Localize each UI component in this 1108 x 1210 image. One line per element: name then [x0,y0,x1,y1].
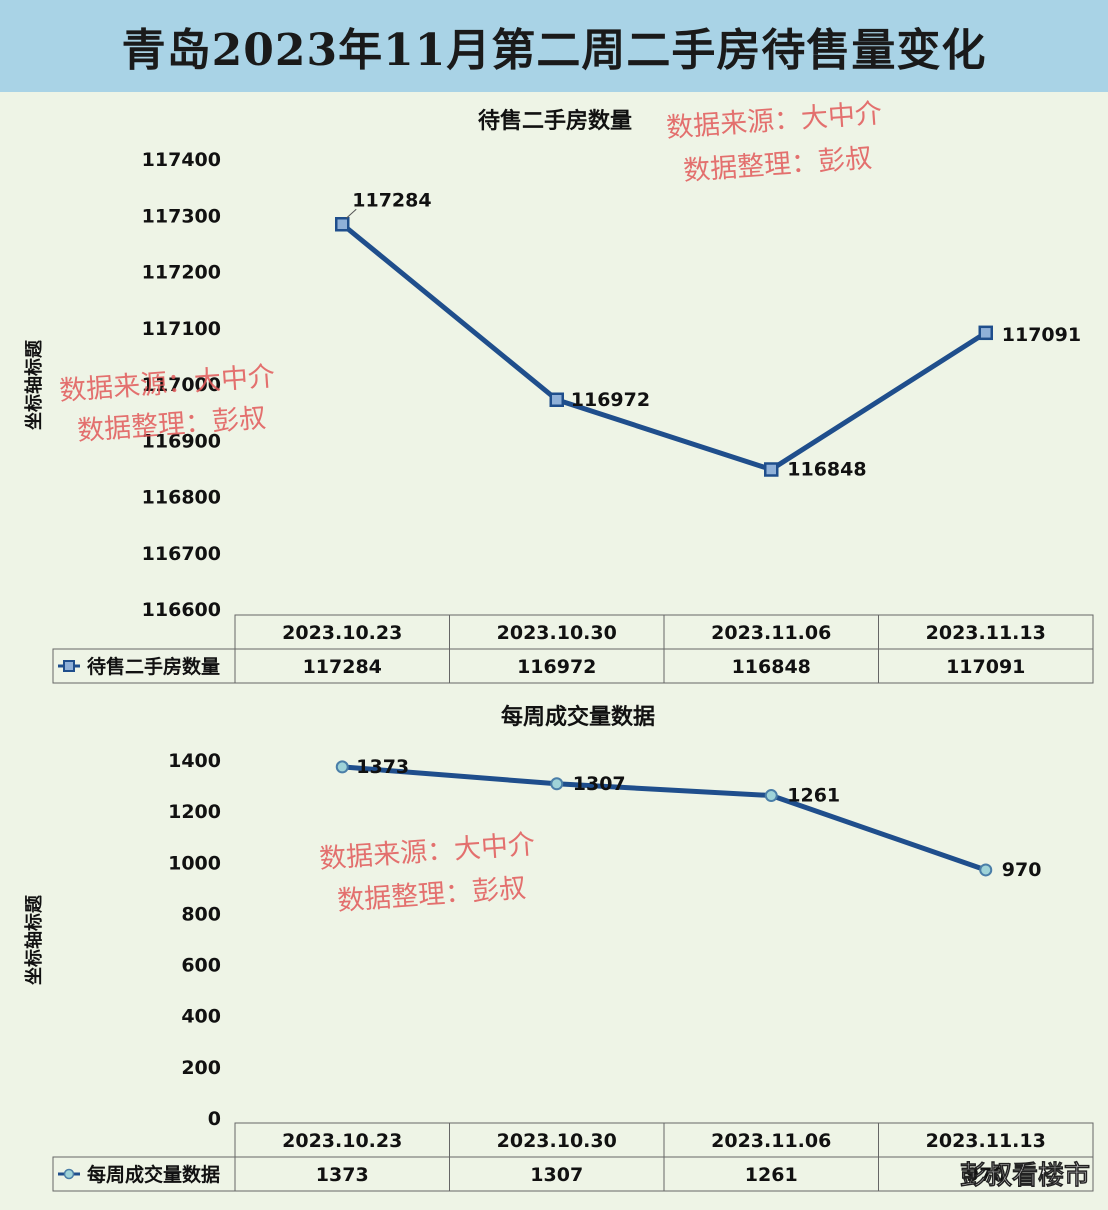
y-tick-label: 1400 [168,750,221,772]
legend-key-marker [63,1168,75,1180]
y-tick-label: 1200 [168,801,221,823]
table-value-cell: 970 [966,1164,1006,1186]
y-tick-label: 117400 [142,149,221,171]
data-point-marker [764,462,779,477]
table-value-cell: 1261 [745,1164,798,1186]
data-label: 116848 [787,459,866,481]
series-markers [335,760,993,877]
y-tick-label: 117200 [142,262,221,284]
x-category-label: 2023.11.13 [926,1130,1046,1152]
y-tick-label: 0 [208,1108,221,1130]
watermark-middle: 数据来源：大中介 数据整理：彭叔 [318,829,536,917]
x-category-label: 2023.11.06 [711,622,831,644]
data-label: 117284 [352,189,431,211]
table-value-cell: 1307 [530,1164,583,1186]
y-tick-label: 116800 [142,487,221,509]
chart-panel [0,92,1108,1210]
y-tick-label: 200 [181,1057,221,1079]
table-value-cell: 116848 [732,656,811,678]
y-tick-label: 1000 [168,852,221,874]
data-table: 2023.10.23 2023.10.30 2023.11.06 2023.11.13… [52,1122,1094,1192]
data-label: 1373 [356,756,409,778]
chart-weekly-transactions: 每周成交量数据 坐标轴标题 0200400600800100012001400 … [23,704,1094,1192]
data-point-marker [978,325,993,341]
chart-title: 每周成交量数据 [501,704,655,730]
legend-series-name: 待售二手房数量 [87,655,220,678]
y-axis-ticks: 116600 116700 116800 116900 117000 117100 1172… [142,149,221,621]
data-label: 970 [1002,859,1042,881]
series-line [339,221,989,472]
y-axis-label: 坐标轴标题 [23,339,45,430]
x-category-label: 2023.10.30 [497,622,617,644]
y-axis-ticks: 0 200 400 600 800 1000 1200 1400 [168,750,221,1130]
series-markers [335,217,993,477]
y-tick-label: 116600 [142,599,221,621]
watermark-top-right: 数据来源：大中介 数据整理：彭叔 [665,98,883,187]
table-value-cell: 117284 [303,656,382,678]
data-point-marker [335,217,350,232]
table-value-cell: 117091 [946,656,1025,678]
series-line [339,764,989,873]
table-value-cell: 116972 [517,656,596,678]
data-point-marker [979,863,993,877]
watermark-source: 数据来源：大中介 [318,829,536,875]
legend-key-marker [63,660,75,672]
y-tick-label: 800 [181,903,221,925]
data-label: 1261 [787,785,840,807]
y-tick-label: 116900 [142,430,221,452]
watermark-author: 数据整理：彭叔 [76,403,267,447]
watermark-source: 数据来源：大中介 [665,98,883,144]
y-axis-label: 坐标轴标题 [23,894,45,985]
x-category-label: 2023.10.23 [282,1130,402,1152]
watermark-left: 数据来源：大中介 数据整理：彭叔 [58,361,276,447]
table-value-cell: 1373 [316,1164,369,1186]
x-category-label: 2023.11.06 [711,1130,831,1152]
page-title: 青岛2023年11月第二周二手房待售量变化 [121,25,987,76]
y-tick-label: 117300 [142,205,221,227]
x-category-label: 2023.10.30 [497,1130,617,1152]
data-label: 117091 [1002,324,1081,346]
data-label: 1307 [573,773,626,795]
data-labels: 1373 1307 1261 970 [356,756,1041,881]
data-point-marker [549,392,564,407]
y-tick-label: 600 [181,955,221,977]
y-tick-label: 117100 [142,318,221,340]
watermark-source: 数据来源：大中介 [58,361,276,407]
y-tick-label: 117000 [142,374,221,396]
corner-brand-text: 彭叔看楼市 [960,1160,1090,1191]
chart-title: 待售二手房数量 [478,108,632,134]
x-category-label: 2023.10.23 [282,622,402,644]
data-table: 2023.10.23 2023.10.30 2023.11.06 2023.11.13… [52,614,1094,684]
data-label: 116972 [571,389,650,411]
label-leader-line [345,208,357,219]
legend-series-name: 每周成交量数据 [87,1163,220,1186]
x-category-label: 2023.11.13 [926,622,1046,644]
data-point-marker [335,760,349,774]
watermark-author: 数据整理：彭叔 [336,873,527,917]
title-banner: 青岛2023年11月第二周二手房待售量变化 [0,0,1108,92]
data-point-marker [550,777,564,791]
y-tick-label: 400 [181,1006,221,1028]
chart-for-sale-listings: 待售二手房数量 坐标轴标题 11660011670011680011690011… [23,108,1094,684]
watermark-author: 数据整理：彭叔 [682,143,873,187]
y-tick-label: 116700 [142,543,221,565]
data-point-marker [764,789,778,803]
data-labels: 117284 116972 116848 117091 [345,189,1081,481]
